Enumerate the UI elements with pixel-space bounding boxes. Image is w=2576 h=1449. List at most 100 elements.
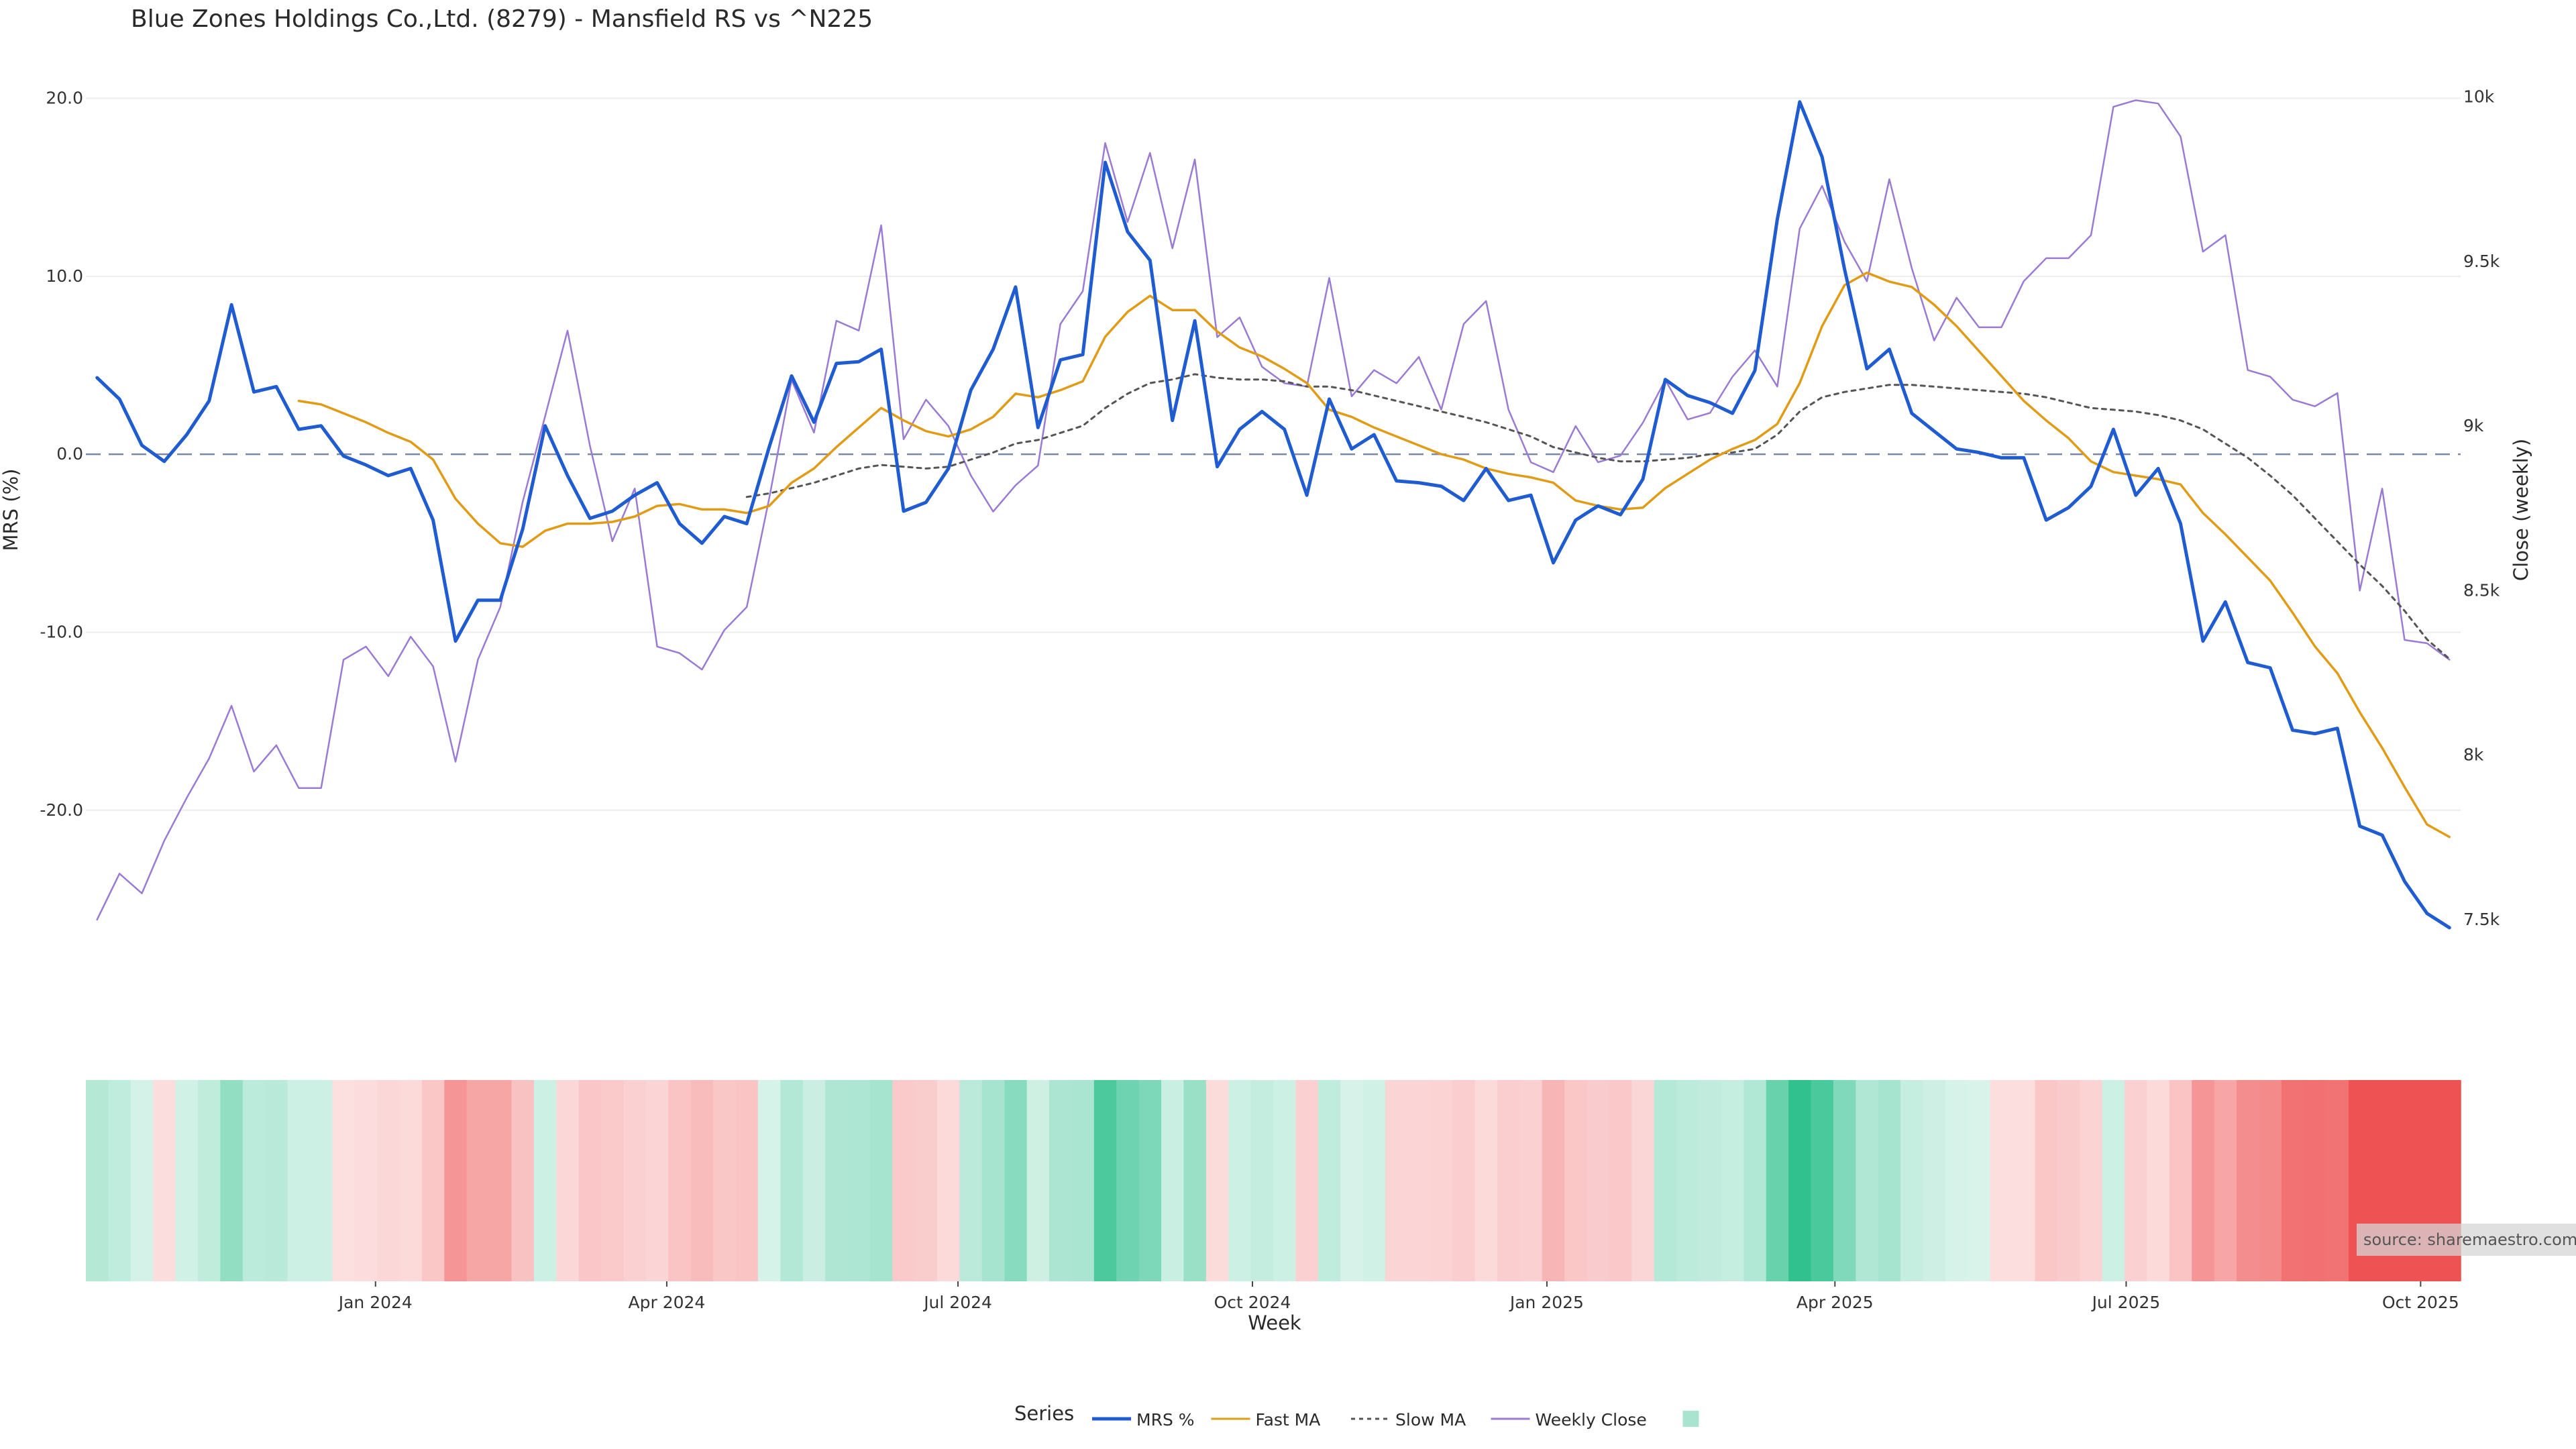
right-tick-label: 9.5k	[2463, 252, 2500, 271]
rs-strip-cell	[1811, 1080, 1834, 1281]
rs-strip-cell	[869, 1080, 894, 1281]
rs-strip-cell	[1138, 1080, 1162, 1281]
series-lines	[95, 99, 2451, 930]
rs-strip-cell	[1205, 1080, 1230, 1281]
mrs-line	[95, 100, 2451, 930]
rs-strip-cell	[287, 1080, 311, 1281]
rs-strip-cell	[914, 1080, 938, 1281]
rs-strip-cell	[2125, 1080, 2148, 1281]
legend-swatch	[1682, 1411, 1699, 1427]
rs-strip-cell	[533, 1080, 557, 1281]
x-tick-label: Oct 2024	[1214, 1293, 1291, 1312]
rs-strip-cell	[623, 1080, 647, 1281]
slow-ma-line	[745, 373, 2451, 660]
x-tick-label: Oct 2025	[2382, 1293, 2459, 1312]
rs-strip-cell	[1093, 1080, 1118, 1281]
rs-strip-cell	[2259, 1080, 2282, 1281]
rs-strip-cell	[780, 1080, 804, 1281]
rs-strip-cell	[578, 1080, 602, 1281]
rs-strip-cell	[2169, 1080, 2193, 1281]
rs-strip-cell	[757, 1080, 782, 1281]
rs-strip-cell	[601, 1080, 625, 1281]
rs-strip-cell	[1340, 1080, 1364, 1281]
rs-strip-cell	[1497, 1080, 1521, 1281]
x-axis-ticks: Jan 2024 Apr 2024 Jul 2024 Oct 2024 Jan 2025…	[337, 1281, 2459, 1312]
rs-strip-cell	[668, 1080, 692, 1281]
rs-strip-cell	[1362, 1080, 1386, 1281]
rs-strip-cell	[2147, 1080, 2170, 1281]
rs-strip-cell	[354, 1080, 378, 1281]
rs-strip-cell	[377, 1080, 400, 1281]
right-tick-label: 8k	[2463, 745, 2484, 765]
rs-strip-cell	[2304, 1080, 2327, 1281]
rs-strip-cell	[1183, 1080, 1207, 1281]
rs-strip-cell	[981, 1080, 1006, 1281]
rs-strip-cell	[1318, 1080, 1341, 1281]
rs-strip-cell	[2035, 1080, 2058, 1281]
rs-strip-cell	[1295, 1080, 1319, 1281]
rs-strip-cell	[1721, 1080, 1745, 1281]
right-tick-label: 10k	[2463, 87, 2495, 107]
legend-title: Series	[1014, 1402, 1074, 1425]
rs-strip-cell	[1587, 1080, 1610, 1281]
rs-strip-cell	[2237, 1080, 2260, 1281]
rs-strip-cell	[959, 1080, 983, 1281]
rs-strip-cell	[1161, 1080, 1185, 1281]
legend-label: Fast MA	[1256, 1410, 1321, 1430]
x-tick-label: Apr 2025	[1796, 1293, 1874, 1312]
rs-strip-cell	[1452, 1080, 1476, 1281]
fast-ma-line	[297, 271, 2451, 839]
rs-strip-cell	[2102, 1080, 2125, 1281]
rs-strip-cell	[153, 1080, 176, 1281]
legend-label: Slow MA	[1395, 1410, 1466, 1430]
right-tick-label: 8.5k	[2463, 580, 2500, 600]
rs-strip-cell	[1609, 1080, 1633, 1281]
rs-strip-cell	[1631, 1080, 1655, 1281]
rs-strip-cell	[1116, 1080, 1140, 1281]
left-tick-label: -10.0	[40, 622, 83, 641]
rs-strip-cell	[1766, 1080, 1789, 1281]
rs-strip-cell	[1407, 1080, 1431, 1281]
right-tick-label: 7.5k	[2463, 910, 2500, 929]
left-tick-label: 20.0	[46, 89, 83, 108]
x-axis-label: Week	[1248, 1311, 1301, 1334]
legend: Series MRS % Fast MA Slow MA Weekly Close	[1014, 1402, 1699, 1430]
rs-strip-cell	[197, 1080, 221, 1281]
x-tick-label: Jan 2024	[337, 1293, 413, 1312]
rs-strip-cell	[1026, 1080, 1050, 1281]
source-label: source: sharemaestro.com	[2363, 1230, 2576, 1249]
rs-strip-cell	[2057, 1080, 2081, 1281]
rs-strip-cell	[175, 1080, 199, 1281]
rs-strip-cell	[1228, 1080, 1252, 1281]
rs-strip-cell	[466, 1080, 490, 1281]
x-tick-label: Jan 2025	[1509, 1293, 1584, 1312]
rs-strip-cell	[489, 1080, 513, 1281]
right-axis-label: Close (weekly)	[2510, 439, 2532, 581]
rs-strip-cell	[1474, 1080, 1498, 1281]
rs-strip-cell	[690, 1080, 714, 1281]
rs-strip-cell	[713, 1080, 737, 1281]
x-tick-label: Apr 2024	[629, 1293, 706, 1312]
right-axis-ticks: 10k 9.5k 9k 8.5k 8k 7.5k	[2463, 87, 2500, 929]
source-box: source: sharemaestro.com	[2357, 1224, 2576, 1256]
rs-strip-cell	[2214, 1080, 2237, 1281]
left-tick-label: 0.0	[56, 444, 83, 464]
rs-strip-cell	[645, 1080, 669, 1281]
rs-strip-cell	[2012, 1080, 2036, 1281]
rs-strip-cell	[399, 1080, 423, 1281]
rs-strip-cell	[1004, 1080, 1028, 1281]
rs-strip-cell	[2080, 1080, 2103, 1281]
rs-strip-cell	[1542, 1080, 1565, 1281]
rs-strip-cell	[1564, 1080, 1588, 1281]
rs-strip-cell	[1676, 1080, 1700, 1281]
rs-strip-cell	[1519, 1080, 1543, 1281]
rs-strip-cell	[1856, 1080, 1879, 1281]
rs-strip-cell	[847, 1080, 871, 1281]
rs-strip-cell	[1385, 1080, 1409, 1281]
rs-strip-cell	[2192, 1080, 2215, 1281]
rs-strip-cell	[444, 1080, 468, 1281]
rs-strip-cell	[1049, 1080, 1073, 1281]
rs-strip-cell	[1273, 1080, 1297, 1281]
rs-strip-cell	[825, 1080, 849, 1281]
rs-strip-cell	[511, 1080, 535, 1281]
